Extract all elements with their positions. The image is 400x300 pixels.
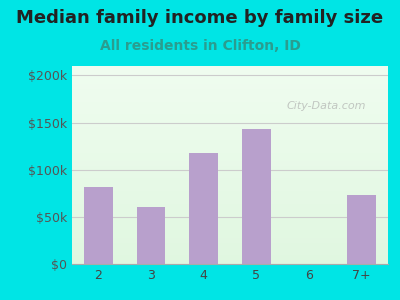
Text: City-Data.com: City-Data.com	[287, 100, 366, 111]
Bar	[189, 153, 218, 264]
Bar	[242, 129, 271, 264]
Text: Median family income by family size: Median family income by family size	[16, 9, 384, 27]
Bar	[84, 187, 113, 264]
Text: All residents in Clifton, ID: All residents in Clifton, ID	[100, 39, 300, 53]
Bar	[136, 207, 166, 264]
Bar	[347, 195, 376, 264]
